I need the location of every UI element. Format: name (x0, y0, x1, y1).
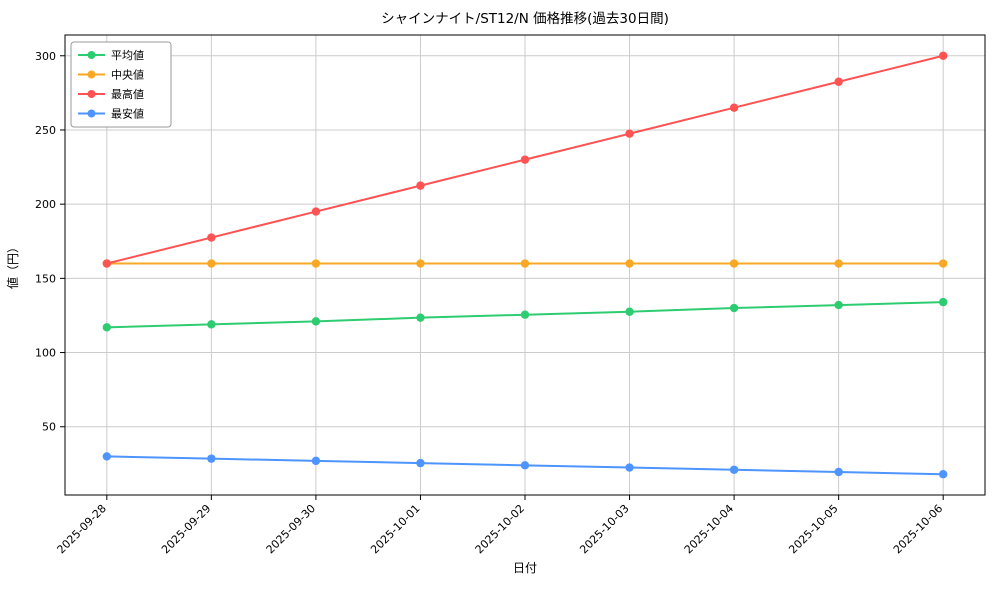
legend-marker (87, 70, 96, 79)
data-point (416, 259, 425, 268)
legend-box (70, 41, 172, 128)
data-point (311, 207, 321, 216)
data-point (311, 456, 321, 466)
data-point (938, 51, 948, 60)
data-point (834, 259, 843, 268)
legend-marker (87, 90, 96, 98)
x-axis-label: 日付 (513, 561, 537, 575)
data-point (938, 470, 948, 479)
data-point (102, 259, 112, 268)
x-tick-label: 2025-09-30 (264, 502, 318, 556)
data-point (625, 259, 634, 268)
legend-item: 最安値 (78, 107, 144, 121)
data-point (102, 452, 112, 461)
data-point (729, 465, 739, 474)
data-point (416, 181, 425, 190)
data-point (311, 259, 321, 268)
y-tick-label: 50 (42, 421, 56, 434)
y-tick-label: 200 (35, 198, 56, 211)
y-tick-label: 150 (35, 272, 56, 285)
data-point (416, 313, 425, 322)
x-tick-label: 2025-10-03 (577, 502, 631, 556)
data-point (207, 320, 216, 329)
legend-label: 平均値 (111, 49, 144, 62)
data-point (834, 300, 843, 310)
legend-label: 中央値 (111, 69, 144, 82)
x-tick-label: 2025-10-04 (682, 502, 736, 556)
data-point (938, 297, 948, 307)
data-point (625, 463, 634, 472)
data-point (834, 77, 843, 86)
data-point (834, 467, 843, 477)
legend-label: 最安値 (111, 107, 144, 121)
data-point (625, 129, 634, 138)
data-point (207, 233, 216, 242)
x-tick-label: 2025-10-01 (368, 502, 422, 556)
x-tick-label: 2025-09-29 (159, 502, 213, 556)
legend-item: 中央値 (78, 69, 144, 82)
x-tick-label: 2025-10-06 (891, 502, 945, 556)
x-tick-label: 2025-10-02 (473, 502, 527, 556)
data-point (520, 461, 530, 470)
legend-item: 平均値 (78, 49, 144, 62)
y-tick-label: 100 (35, 347, 56, 360)
data-point (207, 259, 216, 268)
data-point (520, 310, 530, 319)
data-point (520, 155, 530, 164)
y-tick-label: 250 (35, 124, 56, 137)
data-point (729, 103, 739, 112)
data-point (938, 259, 948, 268)
plot-area: 50 100 150 200 250 300 2025-09-28 2025-09-29 202… (35, 34, 986, 556)
data-point (311, 317, 321, 326)
data-point (729, 303, 739, 313)
data-point (625, 307, 634, 316)
data-point (729, 259, 739, 268)
data-point (416, 458, 425, 468)
y-tick-label: 300 (35, 50, 56, 63)
data-point (207, 454, 216, 463)
chart-title: シャインナイト/ST12/N 価格推移(過去30日間) (381, 11, 669, 27)
legend-item: 最高値 (78, 87, 144, 101)
legend-marker (87, 51, 96, 59)
y-axis-label: 値（円） (5, 241, 20, 289)
x-tick-label: 2025-09-28 (55, 502, 109, 556)
data-point (520, 259, 530, 268)
data-point (102, 323, 112, 332)
x-tick-label: 2025-10-05 (786, 502, 840, 556)
legend-marker (87, 109, 96, 118)
legend-label: 最高値 (111, 87, 144, 101)
